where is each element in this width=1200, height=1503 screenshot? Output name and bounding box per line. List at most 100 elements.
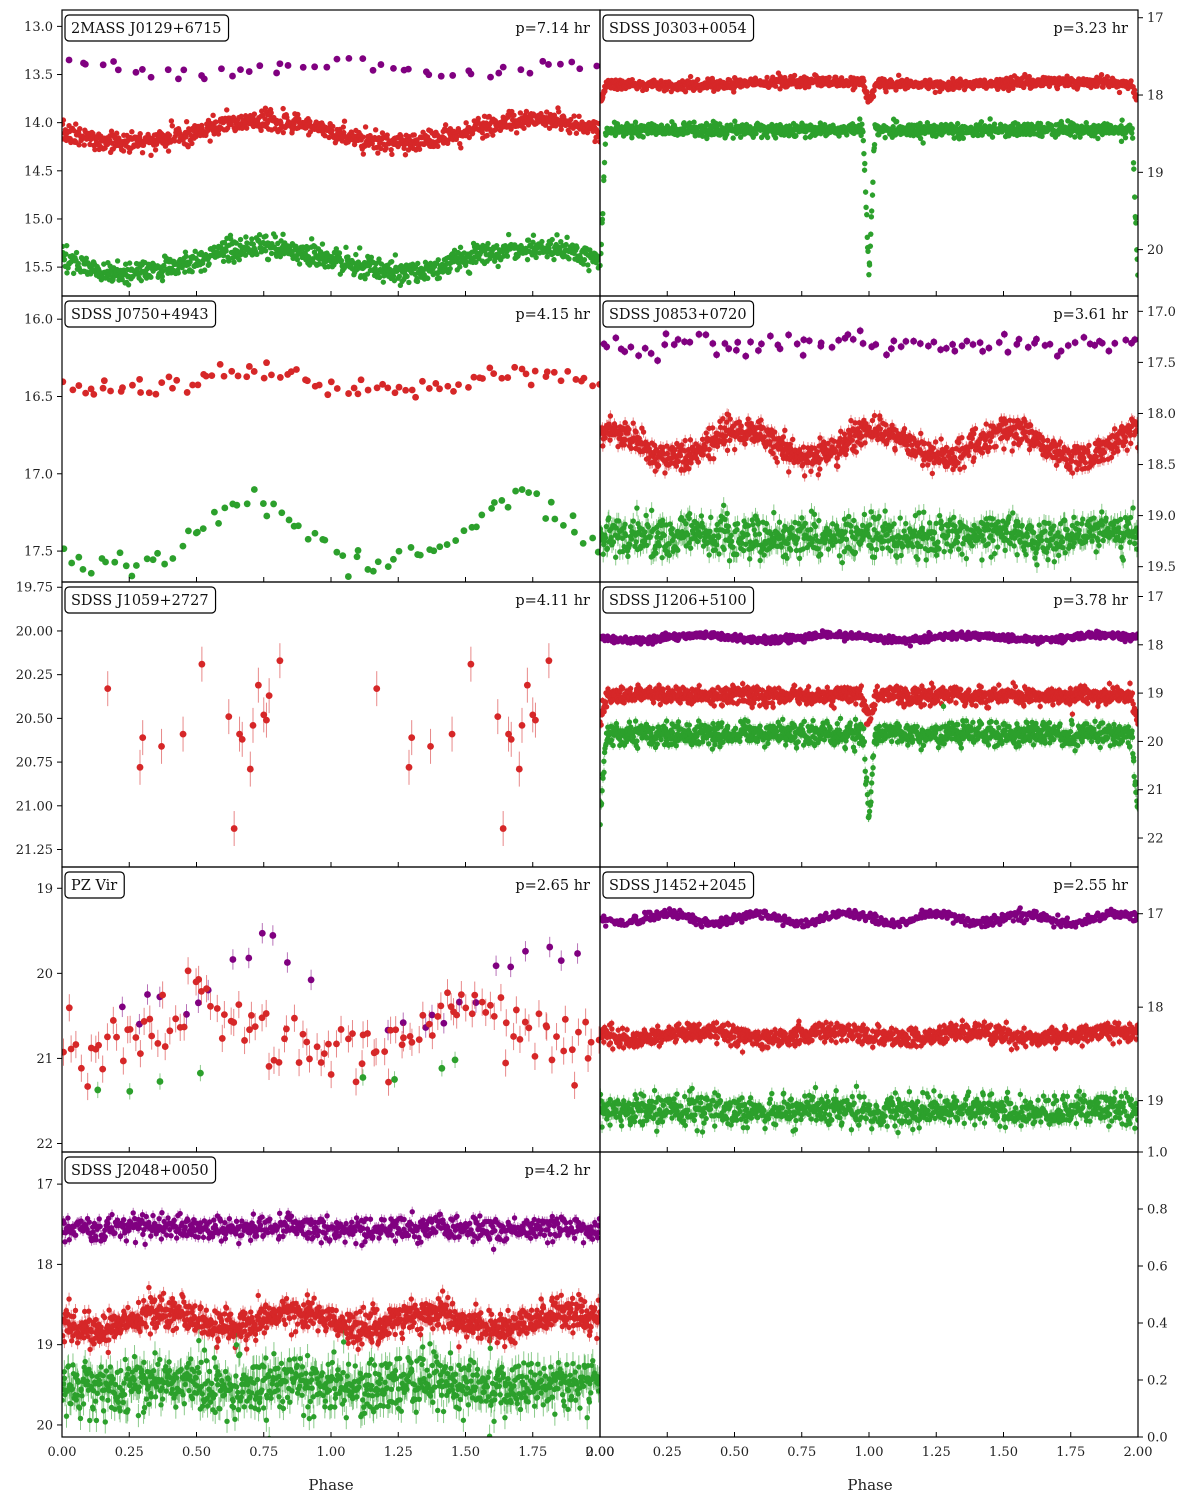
data-point: [557, 60, 564, 68]
data-point: [165, 148, 172, 154]
data-point: [329, 128, 335, 134]
data-point: [114, 66, 122, 74]
data-point: [237, 236, 244, 243]
data-point: [62, 117, 67, 123]
data-point: [132, 68, 140, 76]
data-point: [487, 73, 494, 81]
data-point: [1026, 73, 1032, 80]
data-point: [110, 277, 116, 283]
data-point: [185, 143, 191, 150]
data-point: [396, 273, 403, 280]
data-point: [64, 270, 70, 276]
data-point: [414, 278, 421, 285]
data-point: [263, 233, 269, 239]
data-point: [316, 261, 322, 267]
data-point: [110, 58, 117, 65]
y-tick-label: 15.5: [24, 261, 53, 276]
data-point: [593, 62, 600, 70]
data-point: [576, 65, 584, 73]
data-point: [259, 108, 265, 114]
data-point: [753, 130, 759, 137]
data-point: [596, 263, 600, 269]
data-point: [311, 63, 319, 71]
data-point: [182, 249, 189, 255]
data-point: [517, 110, 524, 116]
data-point: [866, 262, 873, 268]
data-point: [584, 129, 591, 136]
data-point: [377, 145, 384, 152]
data-point: [457, 141, 463, 147]
data-point: [70, 270, 77, 277]
data-point: [862, 160, 868, 167]
data-point: [861, 167, 868, 173]
data-point: [362, 124, 369, 130]
data-point: [471, 254, 477, 261]
data-point: [866, 271, 872, 278]
data-point: [383, 145, 389, 151]
data-point: [159, 273, 165, 280]
data-point: [114, 258, 121, 264]
data-point: [533, 254, 539, 261]
data-point: [580, 261, 587, 267]
data-point: [463, 120, 469, 126]
data-point: [682, 88, 689, 95]
y-tick-label: 14.5: [24, 164, 53, 179]
data-point: [362, 275, 368, 282]
data-point: [175, 75, 182, 83]
data-point: [868, 231, 874, 237]
data-point: [229, 72, 236, 80]
data-point: [392, 252, 399, 258]
series-red: [62, 105, 600, 158]
data-point: [524, 256, 531, 263]
data-point: [568, 116, 574, 123]
data-point: [596, 257, 600, 263]
data-point: [238, 113, 244, 120]
data-point: [64, 242, 70, 249]
data-point: [236, 257, 242, 263]
data-point: [182, 269, 188, 275]
data-point: [180, 66, 188, 74]
data-point: [1100, 84, 1106, 90]
data-point: [458, 145, 464, 151]
data-point: [322, 133, 328, 139]
data-point: [870, 179, 876, 185]
data-point: [581, 256, 588, 263]
data-point: [284, 62, 292, 69]
data-point: [504, 253, 511, 259]
data-point: [629, 76, 635, 83]
data-point: [511, 112, 517, 118]
data-point: [389, 258, 395, 265]
data-point: [343, 244, 349, 251]
data-point: [449, 72, 457, 79]
data-point: [566, 130, 573, 136]
data-point: [791, 72, 798, 79]
data-point: [166, 132, 173, 139]
data-point: [574, 245, 580, 251]
data-point: [307, 118, 313, 125]
data-point: [139, 150, 146, 156]
data-point: [224, 107, 230, 113]
data-point: [473, 259, 479, 265]
data-point: [406, 279, 412, 286]
data-point: [402, 152, 409, 158]
data-point: [171, 138, 178, 144]
data-point: [375, 150, 381, 156]
data-point: [276, 60, 284, 68]
data-point: [556, 109, 562, 115]
data-point: [159, 277, 166, 284]
data-point: [539, 238, 545, 245]
data-point: [152, 147, 159, 153]
data-point: [860, 137, 867, 144]
data-point: [632, 119, 639, 125]
data-point: [220, 258, 227, 265]
data-point: [293, 243, 299, 249]
data-point: [545, 61, 552, 68]
data-point: [860, 129, 866, 135]
data-point: [268, 250, 275, 257]
data-point: [435, 143, 441, 149]
data-point: [526, 69, 534, 77]
data-point: [585, 262, 591, 268]
data-point: [65, 56, 73, 64]
data-point: [126, 260, 133, 266]
data-point: [861, 150, 867, 157]
